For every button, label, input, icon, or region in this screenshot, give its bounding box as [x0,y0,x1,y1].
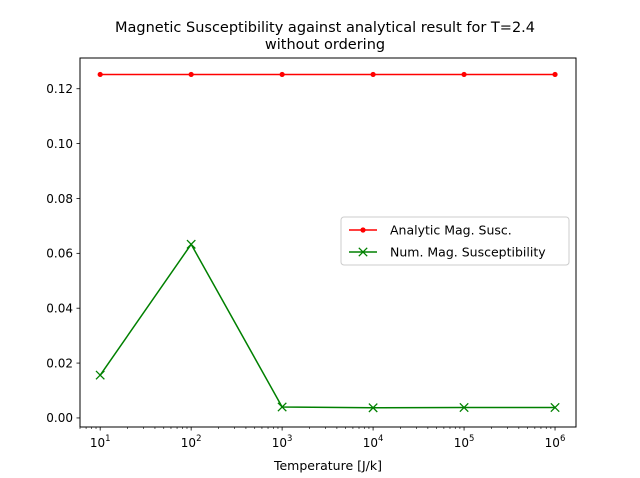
x-tick-exponent: 4 [378,434,383,444]
x-tick-base: 10 [272,436,287,450]
x-tick-exponent: 2 [196,434,201,444]
legend-item-1: Analytic Mag. Susc. [349,223,512,238]
legend-marker [360,227,366,233]
x-tick-base: 10 [454,436,469,450]
x-axis: 101 102 103 104 105 106 [79,427,566,450]
y-tick-label: 0.10 [46,137,73,151]
x-tick-base: 10 [545,436,560,450]
series-1-point [188,71,194,78]
y-tick-label: 0.02 [46,356,73,370]
x-tick-exponent: 6 [560,434,565,444]
series-1-point [97,71,103,78]
series-2-point [459,402,469,413]
legend-marker [358,247,368,257]
series-2-point [95,370,105,380]
legend-label: Analytic Mag. Susc. [390,223,512,238]
chart-subtitle: without ordering [265,37,385,53]
legend-box [340,216,570,266]
series-2-point [550,402,560,413]
x-tick-label: 103 [272,434,293,450]
x-tick-label: 101 [90,434,111,450]
plot-frame [79,57,577,428]
x-tick-label: 105 [454,434,475,450]
legend-item-2: Num. Mag. Susceptibility [349,245,546,260]
x-tick-label: 102 [181,434,202,450]
series-2-point [368,403,378,413]
y-tick-label: 0.12 [46,82,73,96]
x-tick-base: 10 [363,436,378,450]
y-tick-label: 0.00 [46,411,73,425]
x-axis-label: Temperature [J/k] [273,458,382,473]
series-1-point [279,71,285,78]
series-2-point [186,239,196,249]
y-axis: 0.00 0.02 0.04 0.06 0.08 0.10 0.12 [46,82,80,425]
y-tick-label: 0.04 [46,302,73,316]
x-tick-base: 10 [181,436,196,450]
x-tick-exponent: 3 [287,434,292,444]
legend-label: Num. Mag. Susceptibility [390,245,546,260]
legend: Analytic Mag. Susc. Num. Mag. Susceptibil… [340,216,570,266]
x-tick-exponent: 1 [105,434,110,444]
series-2-point [277,402,287,412]
x-tick-label: 104 [363,434,384,450]
plot-lines [99,73,556,409]
series-1-point [461,71,467,78]
x-tick-label: 106 [545,434,566,450]
y-tick-label: 0.06 [46,247,73,261]
series-1-point [552,71,558,78]
chart-title: Magnetic Susceptibility against analytic… [115,20,535,36]
series-1-point [370,71,376,78]
x-tick-exponent: 5 [469,434,474,444]
plot-markers [95,71,560,413]
x-tick-base: 10 [90,436,105,450]
y-tick-label: 0.08 [46,192,73,206]
series-line-2 [99,243,556,409]
